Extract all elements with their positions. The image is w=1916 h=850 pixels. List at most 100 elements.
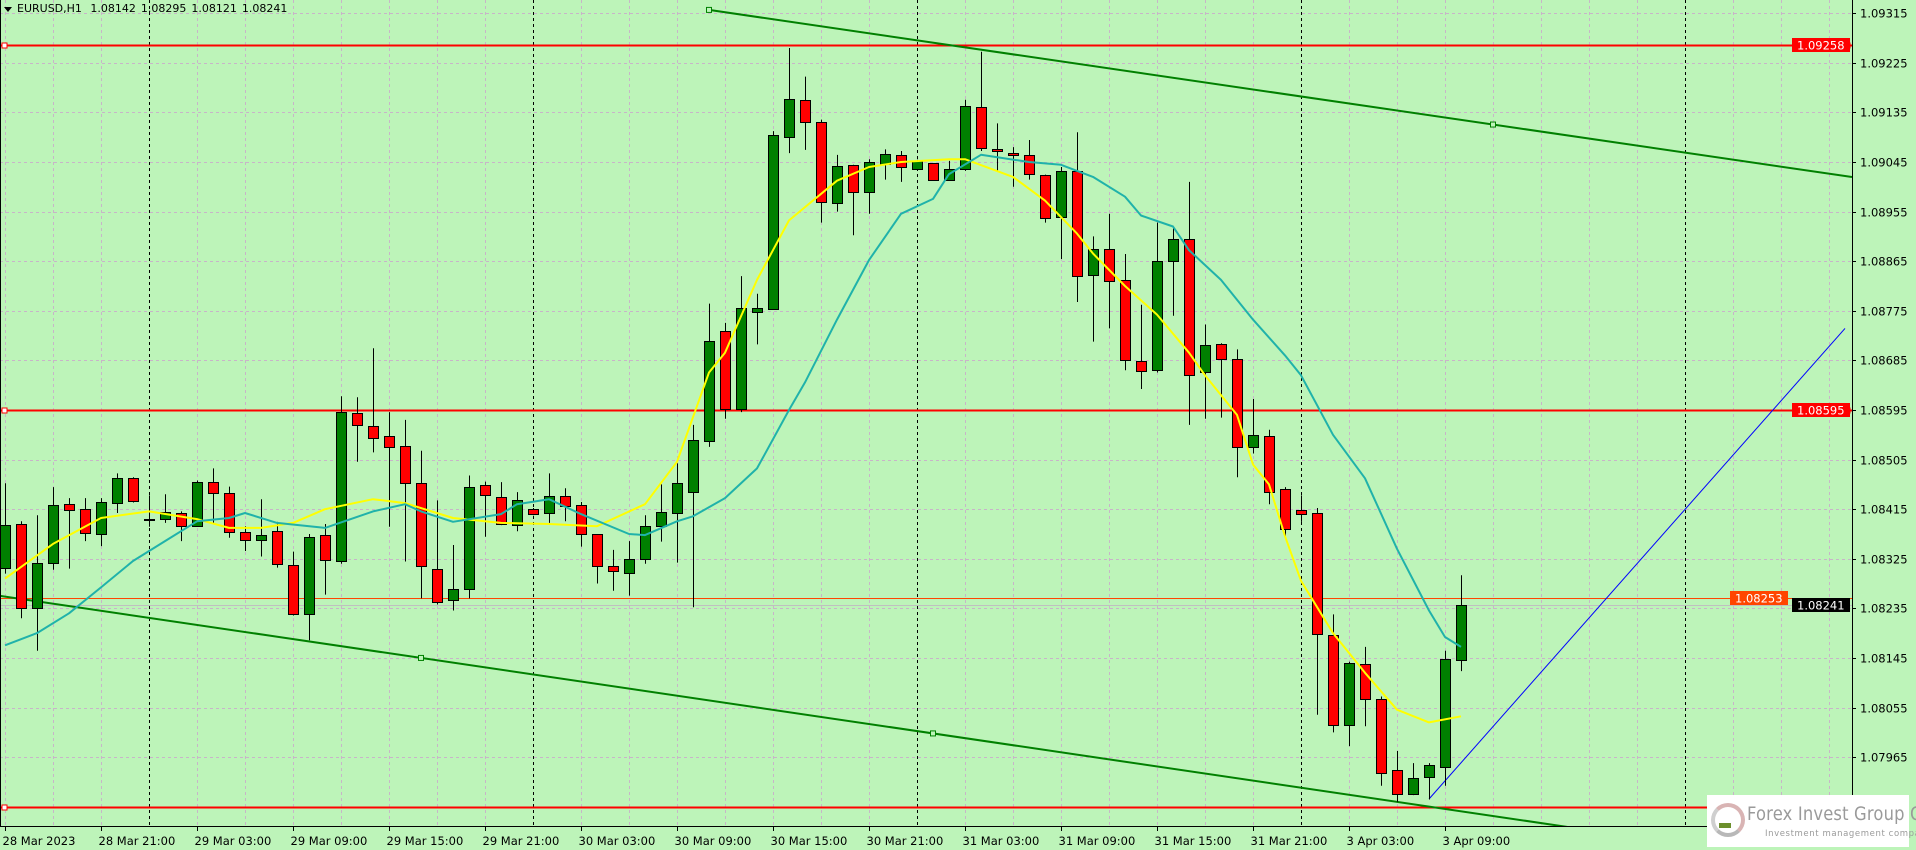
candle-body-bullish — [1056, 171, 1067, 218]
candle-body-bearish — [528, 509, 539, 515]
candle-body-bearish — [240, 532, 251, 541]
channel-lower-line[interactable] — [0, 594, 1852, 850]
candle — [112, 473, 123, 514]
candle-body-bullish — [1456, 605, 1467, 661]
horizontal-levels[interactable] — [0, 42, 1852, 811]
candle — [1296, 495, 1307, 522]
candle-body-bearish — [368, 426, 379, 439]
symbol-timeframe: EURUSD,H1 — [17, 2, 82, 15]
candle-body-bearish — [1136, 361, 1147, 372]
time-tick-label: 29 Mar 21:00 — [483, 834, 560, 848]
time-tick-label: 29 Mar 03:00 — [195, 834, 272, 848]
period-separators — [149, 0, 1686, 826]
ohlc-low: 1.08121 — [191, 2, 237, 15]
price-axis[interactable]: 1.09315 1.09225 1.09135 1.09045 1.08955 1.088… — [1852, 7, 1908, 765]
price-tick-label: 1.08505 — [1860, 454, 1908, 468]
ohlc-open: 1.08142 — [90, 2, 136, 15]
price-tick-label: 1.09045 — [1860, 156, 1908, 170]
candle-body-bullish — [768, 135, 779, 310]
candle — [1376, 696, 1387, 786]
level-anchor-handle[interactable] — [1, 42, 8, 49]
candle — [1360, 646, 1371, 727]
dropdown-triangle-icon[interactable] — [4, 6, 12, 12]
price-tick-label: 1.08145 — [1860, 652, 1908, 666]
watermark-logo: Forex Invest Group OU Investment managem… — [1707, 795, 1916, 847]
candle-body-bearish — [176, 513, 187, 527]
candle — [592, 533, 603, 584]
candle-body-bullish — [672, 483, 683, 514]
candle-body-bearish — [1232, 359, 1243, 448]
candle-body-bullish — [448, 589, 459, 601]
candle — [1120, 254, 1131, 371]
candle-body-bullish — [1440, 659, 1451, 768]
candle-body-bullish — [544, 496, 555, 514]
price-tick-label: 1.08055 — [1860, 702, 1908, 716]
candle-body-bullish — [304, 537, 315, 615]
candle-body-bearish — [816, 122, 827, 203]
candle-body-bearish — [592, 534, 603, 567]
candle-body-bullish — [640, 526, 651, 560]
ohlc-close: 1.08241 — [241, 2, 288, 15]
candle — [576, 501, 587, 547]
candle-body-bearish — [576, 505, 587, 535]
candle-body-bearish — [400, 446, 411, 484]
candle-body-bullish — [784, 99, 795, 138]
candle-body-bearish — [976, 107, 987, 149]
trend-lines[interactable] — [0, 6, 1852, 850]
candle-body-bearish — [1264, 436, 1275, 493]
time-axis[interactable]: 28 Mar 2023 28 Mar 21:00 29 Mar 03:00 29 Ma… — [3, 826, 1511, 848]
blue-ray-line[interactable] — [1428, 328, 1846, 800]
candle — [976, 51, 987, 151]
logo-tagline: Investment management company — [1765, 829, 1916, 839]
price-tags: 1.09258 1.08595 1.08253 1.08241 — [1730, 38, 1850, 613]
candle-body-bearish — [320, 535, 331, 561]
candle-body-bearish — [288, 565, 299, 615]
candle-body-bearish — [432, 569, 443, 603]
price-tick-label: 1.08865 — [1860, 255, 1908, 269]
time-tick-label: 31 Mar 21:00 — [1251, 834, 1328, 848]
time-tick-label: 30 Mar 15:00 — [771, 834, 848, 848]
candle — [288, 551, 299, 616]
candle-body-bearish — [1296, 510, 1307, 515]
time-tick-label: 29 Mar 15:00 — [387, 834, 464, 848]
candle-body-bullish — [1168, 239, 1179, 262]
candle — [528, 508, 539, 516]
candle-body-bearish — [1360, 664, 1371, 700]
candle — [1088, 236, 1099, 342]
candle — [752, 293, 763, 345]
time-tick-label: 30 Mar 09:00 — [675, 834, 752, 848]
level-anchor-handle[interactable] — [1, 407, 8, 414]
candle-body-bullish — [912, 161, 923, 170]
candle — [304, 533, 315, 641]
channel-upper-line[interactable] — [708, 8, 1852, 179]
candle-body-bullish — [624, 559, 635, 574]
moving-average-slow-line — [4, 153, 1462, 648]
trendline-anchor-handle[interactable] — [706, 6, 712, 13]
moving-averages — [4, 153, 1462, 724]
candle — [0, 483, 11, 574]
candle — [224, 486, 235, 538]
candle-body-bullish — [1424, 765, 1435, 778]
candle-body-bearish — [992, 149, 1003, 152]
trendline-anchor-handle[interactable] — [418, 654, 424, 661]
level-anchor-handle[interactable] — [1, 804, 8, 811]
candle-body-bullish — [512, 500, 523, 526]
moving-average-fast-line — [4, 158, 1462, 724]
trendline-anchor-handle[interactable] — [930, 730, 936, 737]
trendline-anchor-handle[interactable] — [1490, 121, 1496, 128]
candle — [32, 515, 43, 651]
ohlc-high: 1.08295 — [140, 2, 187, 15]
candle — [416, 450, 427, 599]
candle-body-bullish — [1408, 778, 1419, 795]
time-tick-label: 31 Mar 09:00 — [1059, 834, 1136, 848]
candle-body-bearish — [608, 566, 619, 572]
time-tick-label: 30 Mar 03:00 — [579, 834, 656, 848]
chart-header: EURUSD,H1 1.08142 1.08295 1.08121 1.08241 — [4, 2, 292, 15]
candle — [464, 475, 475, 599]
time-tick-label: 29 Mar 09:00 — [291, 834, 368, 848]
price-tick-label: 1.08325 — [1860, 553, 1908, 567]
candle-body-bearish — [1184, 239, 1195, 376]
candle — [400, 419, 411, 562]
candle — [48, 487, 59, 570]
